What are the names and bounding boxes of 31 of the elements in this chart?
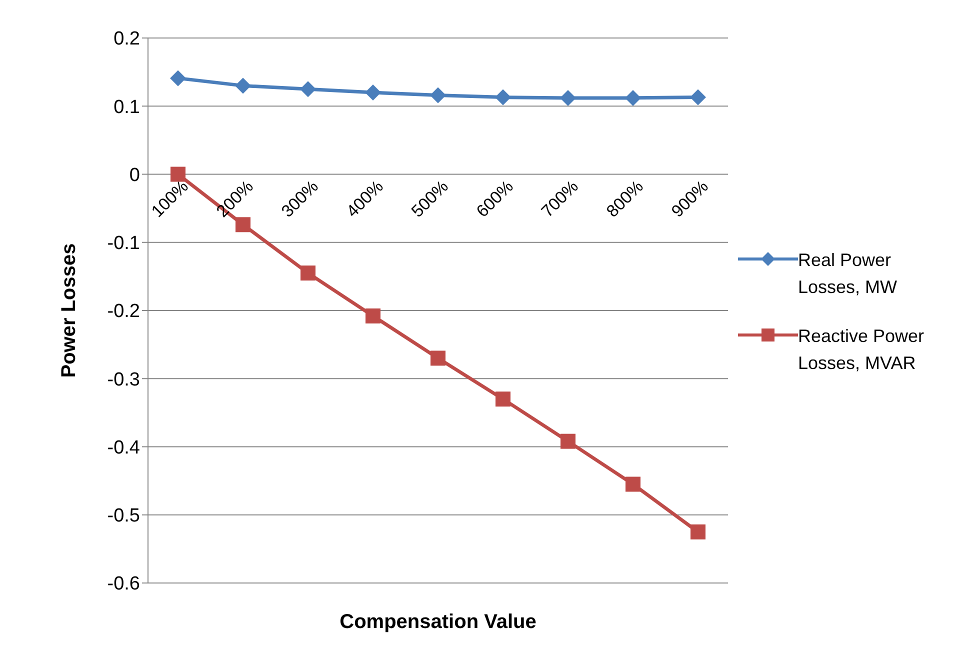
point xyxy=(366,308,380,324)
y-tick-label: -0.4 xyxy=(107,437,140,458)
point xyxy=(626,476,640,492)
legend-label: Reactive Power Losses, MVAR xyxy=(798,325,926,375)
point xyxy=(235,78,251,94)
point xyxy=(170,70,186,86)
point xyxy=(430,350,446,366)
legend-label: Real Power Losses, MW xyxy=(798,249,898,299)
point xyxy=(495,89,511,106)
point xyxy=(236,217,250,232)
y-tick-label: -0.6 xyxy=(107,574,140,595)
point xyxy=(170,166,186,182)
y-tick-label: -0.1 xyxy=(107,233,140,254)
point xyxy=(560,434,576,449)
point xyxy=(690,89,706,106)
point xyxy=(300,81,316,98)
y-tick-label: -0.2 xyxy=(107,301,140,322)
y-tick-label: 0.2 xyxy=(114,28,140,50)
y-tick-label: -0.3 xyxy=(107,369,140,390)
point xyxy=(690,524,706,540)
point xyxy=(430,87,446,104)
y-tick-label: -0.5 xyxy=(107,506,140,527)
point xyxy=(365,84,381,100)
y-tick-label: 0 xyxy=(129,164,140,186)
y-tick-label: 0.1 xyxy=(114,96,140,118)
x-axis-title: Compensation Value xyxy=(340,611,536,633)
point xyxy=(300,266,316,281)
point xyxy=(625,90,641,106)
y-axis-title: Power Losses xyxy=(58,243,80,378)
point xyxy=(496,392,510,407)
point xyxy=(560,90,576,106)
